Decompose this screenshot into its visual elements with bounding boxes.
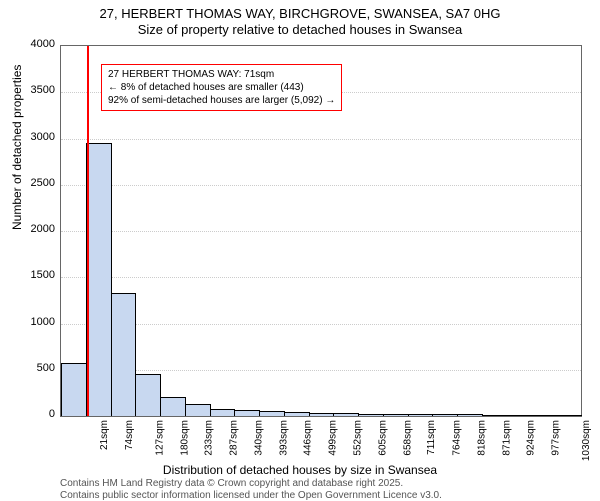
y-tick-label: 3500 [5, 84, 55, 96]
histogram-bar [383, 414, 409, 416]
histogram-bar [86, 143, 112, 416]
annotation-line2: ← 8% of detached houses are smaller (443… [108, 81, 335, 94]
y-tick-label: 0 [5, 408, 55, 420]
x-tick-label: 499sqm [328, 420, 339, 456]
x-axis-label: Distribution of detached houses by size … [0, 463, 600, 477]
histogram-bar [160, 397, 186, 417]
histogram-bar [210, 409, 236, 416]
x-tick-label: 871sqm [501, 420, 512, 456]
plot-area: 27 HERBERT THOMAS WAY: 71sqm← 8% of deta… [60, 45, 582, 417]
marker-line [87, 46, 89, 416]
histogram-bar [259, 411, 285, 416]
histogram-bar [408, 414, 434, 416]
histogram-bar [482, 415, 508, 416]
y-tick-label: 2000 [5, 223, 55, 235]
x-tick-label: 233sqm [204, 420, 215, 456]
y-tick-label: 1500 [5, 269, 55, 281]
y-tick-label: 3000 [5, 131, 55, 143]
histogram-bar [61, 363, 87, 416]
histogram-bar [358, 414, 384, 416]
x-tick-label: 287sqm [229, 420, 240, 456]
x-tick-label: 393sqm [278, 420, 289, 456]
x-tick-label: 180sqm [179, 420, 190, 456]
histogram-bar [309, 413, 335, 416]
gridline [61, 277, 581, 278]
x-tick-label: 21sqm [99, 420, 110, 450]
histogram-bar [284, 412, 310, 416]
chart-title-line2: Size of property relative to detached ho… [0, 22, 600, 37]
gridline [61, 370, 581, 371]
x-tick-label: 658sqm [402, 420, 413, 456]
y-tick-label: 4000 [5, 38, 55, 50]
histogram-bar [457, 414, 483, 416]
annotation-line3: 92% of semi-detached houses are larger (… [108, 94, 335, 107]
gridline [61, 185, 581, 186]
chart-title-line1: 27, HERBERT THOMAS WAY, BIRCHGROVE, SWAN… [0, 6, 600, 21]
gridline [61, 324, 581, 325]
gridline [61, 231, 581, 232]
x-tick-label: 127sqm [154, 420, 165, 456]
histogram-bar [432, 414, 458, 416]
annotation-box: 27 HERBERT THOMAS WAY: 71sqm← 8% of deta… [101, 64, 342, 111]
x-tick-label: 605sqm [377, 420, 388, 456]
histogram-chart: 27, HERBERT THOMAS WAY, BIRCHGROVE, SWAN… [0, 0, 600, 500]
x-tick-label: 977sqm [551, 420, 562, 456]
x-tick-label: 924sqm [526, 420, 537, 456]
footer-line2: Contains public sector information licen… [60, 490, 442, 501]
x-tick-label: 74sqm [124, 420, 135, 450]
x-tick-label: 1030sqm [581, 420, 592, 461]
histogram-bar [185, 404, 211, 416]
x-tick-label: 340sqm [254, 420, 265, 456]
gridline [61, 139, 581, 140]
histogram-bar [556, 415, 582, 416]
y-tick-label: 500 [5, 362, 55, 374]
y-tick-label: 1000 [5, 316, 55, 328]
x-tick-label: 764sqm [452, 420, 463, 456]
histogram-bar [531, 415, 557, 416]
histogram-bar [507, 415, 533, 416]
x-tick-label: 711sqm [426, 420, 437, 455]
x-tick-label: 446sqm [303, 420, 314, 456]
histogram-bar [111, 293, 137, 416]
y-tick-label: 2500 [5, 177, 55, 189]
histogram-bar [234, 410, 260, 416]
histogram-bar [333, 413, 359, 416]
x-tick-label: 552sqm [353, 420, 364, 456]
footer-line1: Contains HM Land Registry data © Crown c… [60, 478, 403, 489]
annotation-line1: 27 HERBERT THOMAS WAY: 71sqm [108, 68, 335, 81]
histogram-bar [135, 374, 161, 416]
x-tick-label: 818sqm [476, 420, 487, 456]
